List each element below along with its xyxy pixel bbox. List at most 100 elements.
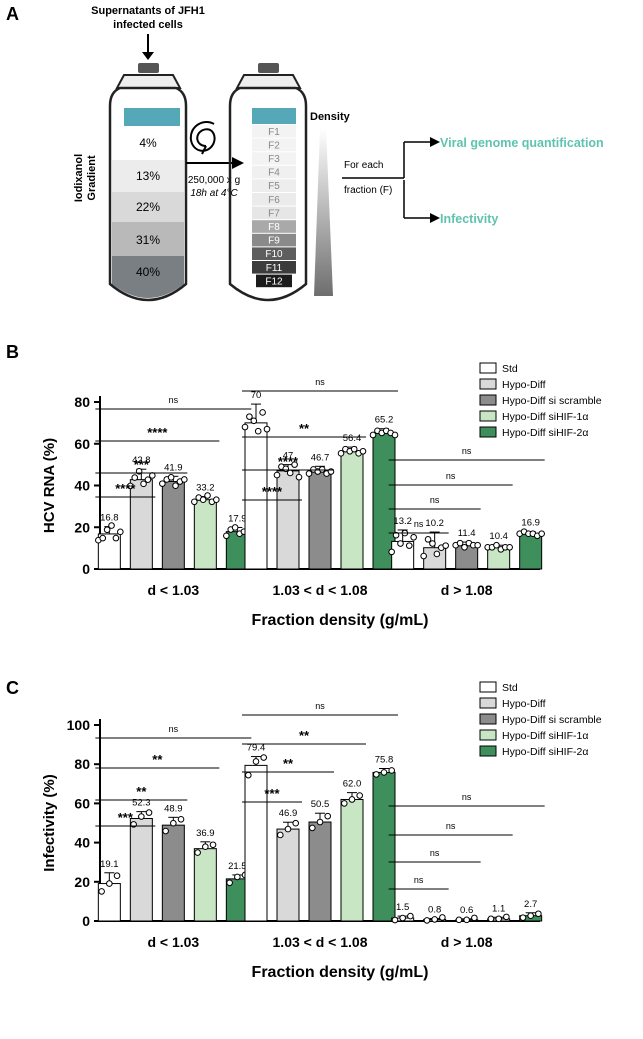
fraction-label-F11: F11: [266, 263, 283, 274]
bar: [193, 499, 217, 570]
data-point: [388, 767, 396, 774]
significance-label: ns: [430, 495, 440, 505]
fraction-box-F7: [252, 206, 296, 220]
data-point: [149, 472, 156, 479]
data-point: [172, 482, 179, 490]
legend-label: Std: [502, 682, 518, 694]
data-point: [277, 831, 284, 839]
value-label: 16.8: [100, 513, 119, 524]
significance-label: ***: [118, 810, 134, 825]
value-label: 79.4: [247, 743, 266, 754]
layer-label-4: 4%: [139, 136, 157, 150]
x-category-label: d < 1.03: [147, 582, 199, 598]
data-point: [213, 496, 220, 503]
legend-swatch: [479, 729, 497, 741]
legend-label: Hypo-Diff si scramble: [502, 714, 602, 726]
x-axis-label: Fraction density (g/mL): [252, 612, 429, 629]
data-point: [223, 532, 230, 540]
significance-label: ****: [147, 425, 168, 440]
data-point: [380, 769, 388, 776]
y-tick-label: 40: [74, 835, 90, 851]
tube-before: 4% 13% 22% 31% 40%: [108, 63, 188, 302]
significance-label: ns: [414, 875, 424, 885]
fraction-box-F2: [252, 138, 296, 152]
significance-label: ****: [115, 481, 136, 496]
fraction-box-F12: [256, 274, 292, 288]
significance-label: ns: [430, 848, 440, 858]
y-tick-label: 20: [74, 519, 90, 535]
data-point: [234, 873, 241, 881]
centrifuge-arrow-head: [232, 157, 244, 169]
y-tick-label: 60: [74, 795, 90, 811]
tube-before-layer-31: [112, 222, 184, 256]
fraction-label-F6: F6: [268, 195, 280, 206]
bar: [340, 450, 364, 570]
data-point: [487, 915, 495, 923]
chart-b: 0 20 40 60 80 HCV RNA (%) Fraction density (g/…: [41, 362, 602, 629]
source-label-line1: Supernatants of JFH1: [91, 5, 205, 17]
bar: [129, 817, 153, 922]
value-label: 16.9: [521, 518, 540, 529]
fraction-label-F5: F5: [268, 181, 280, 192]
data-point: [204, 492, 211, 499]
legend-swatch: [479, 378, 497, 390]
fraction-label-F9: F9: [268, 236, 280, 247]
value-label: 52.3: [132, 798, 151, 809]
value-label: 19.1: [100, 859, 119, 870]
data-point: [341, 800, 348, 807]
centrifuge-icon: [189, 121, 216, 155]
data-point: [455, 916, 463, 924]
panel-a: A Supernatants of JFH1 infected cells Io…: [6, 4, 604, 302]
data-point: [252, 758, 260, 765]
panel-c-label: C: [6, 678, 19, 698]
y-tick-label: 0: [82, 913, 90, 929]
data-point: [144, 476, 152, 483]
output-infectivity: Infectivity: [440, 212, 498, 226]
data-point: [199, 496, 207, 503]
significance-label: ns: [315, 701, 325, 711]
data-point: [241, 423, 249, 431]
data-point: [138, 813, 145, 820]
data-point: [260, 754, 268, 761]
source-arrow-head: [142, 52, 154, 60]
data-point: [535, 910, 542, 918]
x-category-label: d > 1.08: [441, 934, 493, 950]
fraction-box-F3: [252, 152, 296, 165]
x-axis-label: Fraction density (g/mL): [252, 964, 429, 981]
value-label: 70: [251, 390, 262, 401]
data-point: [273, 471, 281, 479]
data-point: [181, 476, 188, 483]
data-point: [369, 431, 377, 439]
layer-label-31: 31%: [136, 233, 160, 247]
significance-label: ****: [278, 454, 299, 469]
fraction-label-F8: F8: [268, 222, 280, 233]
bar: [308, 471, 332, 570]
y-tick-label: 100: [67, 717, 91, 733]
layer-label-40: 40%: [136, 265, 160, 279]
panel-b: B 0 20 40 60 80 HCV RNA (%) Fraction density (…: [6, 342, 602, 629]
data-point: [359, 447, 367, 455]
value-label: 10.2: [425, 518, 444, 529]
data-point: [356, 792, 364, 799]
gradient-label-line2: Gradient: [86, 155, 98, 201]
data-point: [392, 531, 400, 539]
value-label: 48.9: [164, 803, 183, 814]
fraction-box-F5: [252, 179, 296, 192]
bar: [193, 848, 217, 922]
value-label: 0.8: [428, 904, 441, 915]
density-label: Density: [310, 111, 351, 123]
significance-label: ns: [462, 446, 472, 456]
source-label-line2: infected cells: [113, 19, 183, 31]
tube-before-layer-40: [112, 256, 184, 298]
tube-after: F1 F2 F3 F4 F5 F6 F7 F8 F9 F10 F11 F12: [228, 63, 308, 302]
data-point: [140, 480, 147, 488]
data-point: [284, 825, 292, 833]
data-point: [254, 427, 262, 435]
fraction-label-F12: F12: [265, 276, 283, 287]
data-point: [495, 915, 502, 923]
legend-label: Hypo-Diff: [502, 698, 546, 710]
data-point: [423, 917, 431, 924]
data-point: [456, 539, 464, 547]
significance-label: ***: [134, 457, 150, 472]
data-point: [106, 880, 113, 887]
